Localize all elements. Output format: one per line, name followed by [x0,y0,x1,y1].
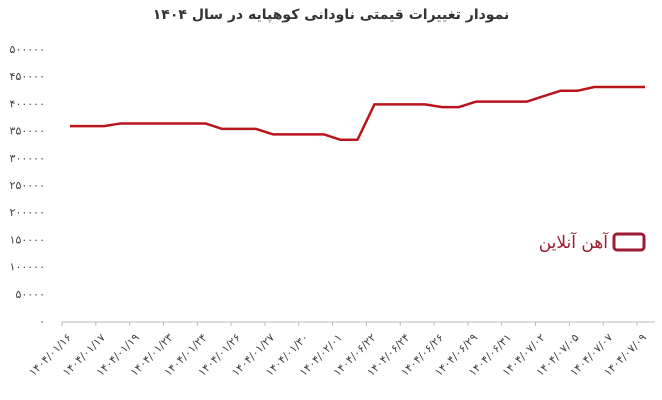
y-tick-label: ۲۰۰۰۰۰ [10,206,45,219]
y-tick-label: ۴۰۰۰۰۰ [10,97,45,110]
y-tick-label: ۵۰۰۰۰ [15,288,45,301]
y-tick-label: ۳۵۰۰۰۰ [10,125,45,138]
y-tick-label: ۵۰۰۰۰۰ [10,43,45,56]
y-tick-label: ۴۵۰۰۰۰ [10,70,45,83]
logo-box [612,232,646,252]
y-tick-label: ۱۰۰۰۰۰ [10,261,45,274]
y-tick-label: ۳۰۰۰۰۰ [10,152,45,165]
line [70,85,645,142]
watermark-logo [612,232,646,252]
y-tick-label: ۲۵۰۰۰۰ [10,179,45,192]
y-tick-label: ۰ [39,315,45,328]
y-tick-label: ۱۵۰۰۰۰ [10,233,45,246]
chart-title: نمودار تغییرات قیمتی ناودانی کوهپایه در … [153,7,509,23]
watermark: آهن آنلاین [539,231,610,253]
